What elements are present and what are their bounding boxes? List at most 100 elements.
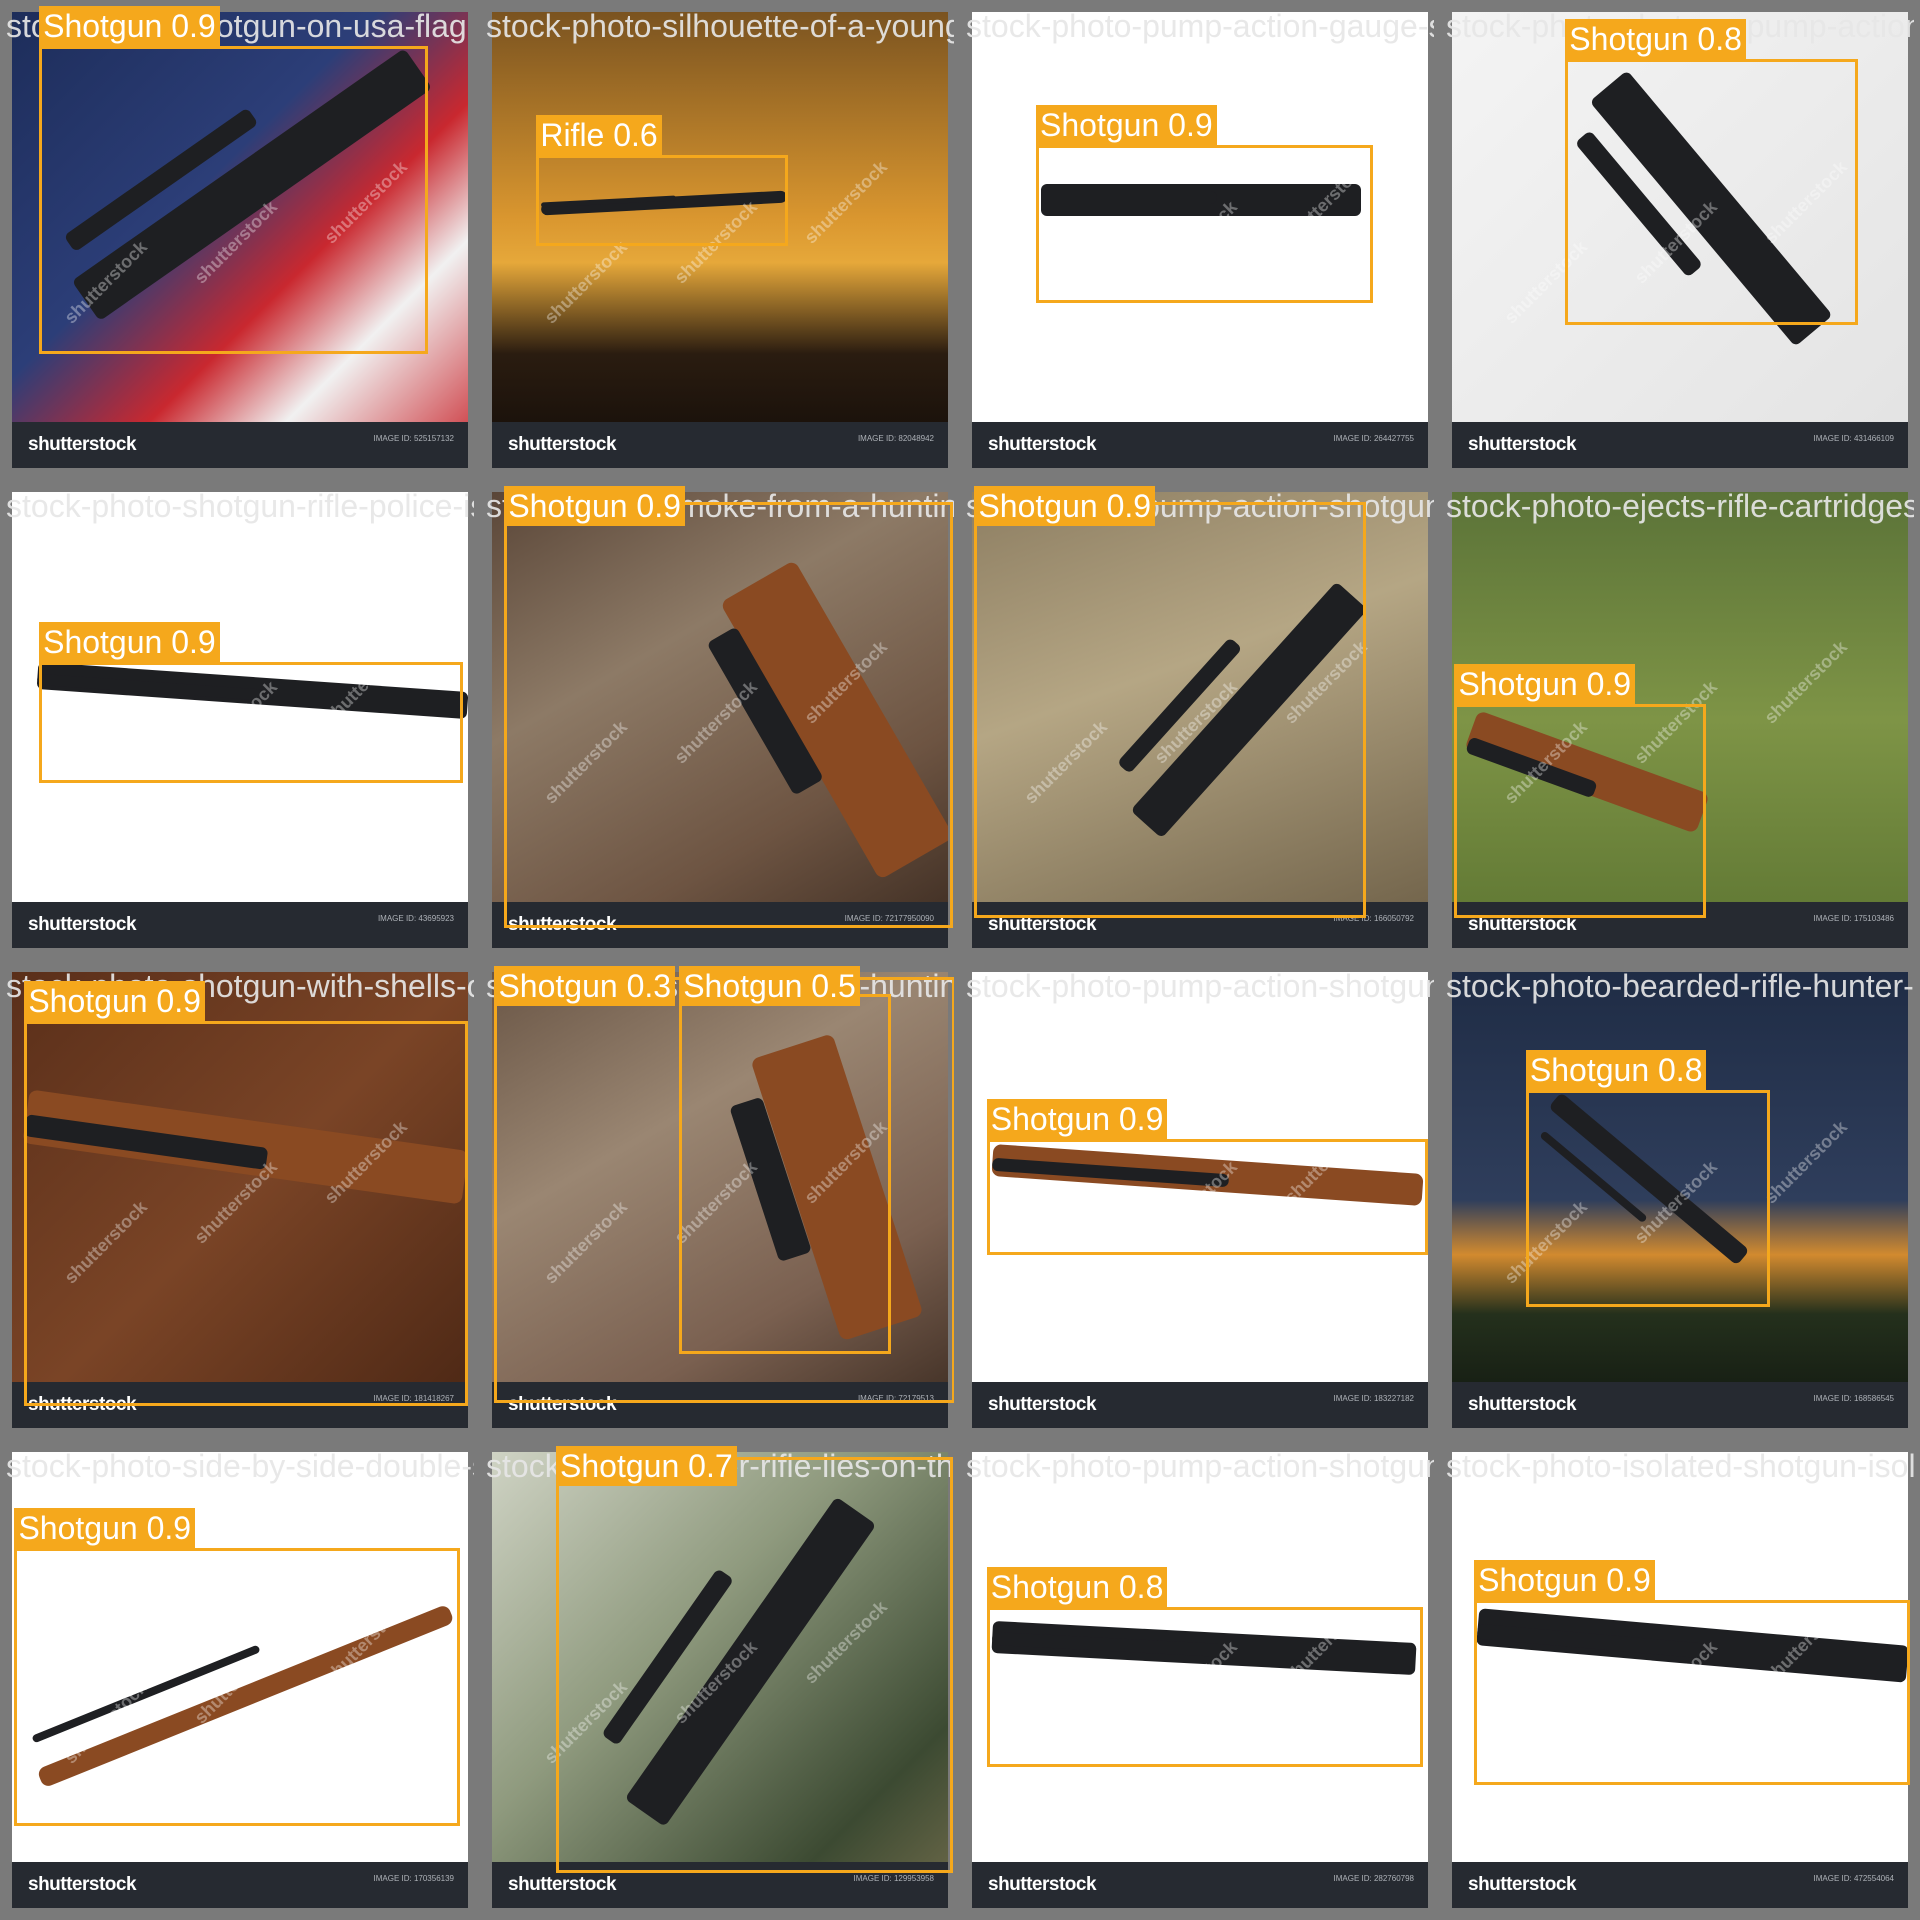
detection-tile[interactable]: shutterstock shutterstock shutterstock shut… <box>0 0 480 480</box>
detection-label: Shotgun 0.7 <box>556 1446 737 1486</box>
bounding-box[interactable] <box>556 1456 953 1874</box>
stock-photo: shutterstock shutterstock shutterstock shut… <box>492 12 948 468</box>
detection-label: Shotgun 0.9 <box>986 1099 1168 1140</box>
detection-label: Shotgun 0.9 <box>14 1508 196 1549</box>
detection-label: Shotgun 0.8 <box>1525 1050 1707 1091</box>
detection-tile[interactable]: shutterstock shutterstock shutterstock shut… <box>0 480 480 960</box>
detection-label: Rifle 0.6 <box>536 114 662 155</box>
detection-label: Shotgun 0.3 <box>494 966 676 1006</box>
brand-logo: shutterstock <box>508 1394 617 1415</box>
brand-logo: shutterstock <box>1468 1394 1577 1415</box>
bounding-box[interactable] <box>504 501 953 928</box>
detection-label: Shotgun 0.9 <box>1036 105 1217 145</box>
brand-logo: shutterstock <box>508 914 617 935</box>
image-id: IMAGE ID: 431466109 <box>1813 434 1895 443</box>
image-id: IMAGE ID: 183227182 <box>1333 1394 1415 1403</box>
image-id: IMAGE ID: 72179513 <box>857 1394 934 1403</box>
stock-footer: shutterstock IMAGE ID: 129953958 <box>492 1862 948 1908</box>
detection-label: Shotgun 0.9 <box>39 621 220 662</box>
detection-label: Shotgun 0.9 <box>24 981 205 1022</box>
bounding-box[interactable] <box>1525 1090 1770 1307</box>
image-id: IMAGE ID: 72177950090 <box>844 914 934 923</box>
stock-footer: shutterstock IMAGE ID: 170356139 <box>12 1862 468 1908</box>
stock-photo: shutterstock shutterstock shutterstock shut… <box>12 12 468 468</box>
detection-tile[interactable]: shutterstock shutterstock shutterstock shut… <box>960 480 1440 960</box>
stock-photo: shutterstock shutterstock shutterstock shut… <box>1452 1452 1908 1908</box>
detection-tile[interactable]: shutterstock shutterstock shutterstock shut… <box>1440 960 1920 1440</box>
watermark: shutterstock <box>1760 1116 1851 1208</box>
brand-logo: shutterstock <box>1468 1874 1577 1895</box>
detection-label: Shotgun 0.8 <box>1565 18 1746 59</box>
stock-photo: shutterstock shutterstock shutterstock shut… <box>1452 492 1908 948</box>
brand-logo: shutterstock <box>1468 434 1577 455</box>
detection-tile[interactable]: shutterstock shutterstock shutterstock shut… <box>960 1440 1440 1920</box>
stock-footer: shutterstock IMAGE ID: 431466109 <box>1452 422 1908 468</box>
image-id: IMAGE ID: 168586545 <box>1813 1394 1895 1403</box>
detection-tile[interactable]: shutterstock shutterstock shutterstock shut… <box>960 0 1440 480</box>
stock-photo: shutterstock shutterstock shutterstock shut… <box>12 492 468 948</box>
detection-tile[interactable]: shutterstock shutterstock shutterstock shut… <box>480 0 960 480</box>
stock-footer: shutterstock IMAGE ID: 166050792 <box>972 902 1428 948</box>
brand-logo: shutterstock <box>508 1874 617 1895</box>
brand-logo: shutterstock <box>988 1394 1097 1415</box>
stock-footer: shutterstock IMAGE ID: 43695923 <box>12 902 468 948</box>
bounding-box[interactable] <box>39 661 463 783</box>
bounding-box[interactable] <box>974 501 1367 919</box>
stock-footer: shutterstock IMAGE ID: 282760798 <box>972 1862 1428 1908</box>
stock-photo: shutterstock shutterstock shutterstock shut… <box>492 1452 948 1908</box>
detection-label: Shotgun 0.9 <box>974 486 1156 526</box>
image-id: IMAGE ID: 181418267 <box>373 1394 455 1403</box>
bounding-box[interactable] <box>1036 145 1374 303</box>
brand-logo: shutterstock <box>1468 914 1577 935</box>
bounding-box[interactable] <box>679 994 892 1354</box>
detection-tile[interactable]: shutterstock shutterstock shutterstock shut… <box>960 960 1440 1440</box>
brand-logo: shutterstock <box>28 1874 137 1895</box>
stock-photo: shutterstock shutterstock shutterstock shut… <box>1452 12 1908 468</box>
stock-footer: shutterstock IMAGE ID: 82048942 <box>492 422 948 468</box>
bounding-box[interactable] <box>536 154 788 246</box>
stock-photo: shutterstock shutterstock shutterstock shut… <box>972 492 1428 948</box>
detection-tile[interactable]: shutterstock shutterstock shutterstock shut… <box>480 480 960 960</box>
bounding-box[interactable] <box>1565 58 1859 325</box>
bounding-box[interactable] <box>986 1607 1423 1768</box>
brand-logo: shutterstock <box>28 914 137 935</box>
image-id: IMAGE ID: 472554064 <box>1813 1874 1895 1883</box>
image-id: IMAGE ID: 82048942 <box>857 434 934 443</box>
stock-footer: shutterstock IMAGE ID: 175103486 <box>1452 902 1908 948</box>
stock-footer: shutterstock IMAGE ID: 472554064 <box>1452 1862 1908 1908</box>
stock-footer: shutterstock IMAGE ID: 183227182 <box>972 1382 1428 1428</box>
stock-photo: shutterstock shutterstock shutterstock shut… <box>972 972 1428 1428</box>
bounding-box[interactable] <box>24 1021 468 1406</box>
image-id: IMAGE ID: 264427755 <box>1333 434 1415 443</box>
brand-logo: shutterstock <box>988 1874 1097 1895</box>
detection-tile[interactable]: shutterstock shutterstock shutterstock shut… <box>0 960 480 1440</box>
detection-label: Shotgun 0.9 <box>504 486 685 526</box>
detection-label: Shotgun 0.9 <box>39 6 220 47</box>
bounding-box[interactable] <box>14 1548 461 1827</box>
bounding-box[interactable] <box>1474 1599 1911 1785</box>
detection-label: Shotgun 0.9 <box>1454 663 1636 704</box>
detection-label: Shotgun 0.5 <box>679 966 860 1006</box>
watermark: shutterstock <box>800 156 891 248</box>
stock-footer: shutterstock IMAGE ID: 525157132 <box>12 422 468 468</box>
detection-tile[interactable]: shutterstock shutterstock shutterstock shut… <box>480 1440 960 1920</box>
detection-tile[interactable]: shutterstock shutterstock shutterstock shut… <box>480 960 960 1440</box>
image-id: IMAGE ID: 175103486 <box>1813 914 1895 923</box>
stock-photo: shutterstock shutterstock shutterstock shut… <box>972 1452 1428 1908</box>
bounding-box[interactable] <box>986 1139 1428 1256</box>
image-id: IMAGE ID: 166050792 <box>1333 914 1415 923</box>
detection-tile[interactable]: shutterstock shutterstock shutterstock shut… <box>1440 0 1920 480</box>
watermark: shutterstock <box>540 236 631 328</box>
detection-tile[interactable]: shutterstock shutterstock shutterstock shut… <box>0 1440 480 1920</box>
stock-footer: shutterstock IMAGE ID: 264427755 <box>972 422 1428 468</box>
detection-tile[interactable]: shutterstock shutterstock shutterstock shut… <box>1440 1440 1920 1920</box>
bounding-box[interactable] <box>39 46 429 355</box>
stock-photo: shutterstock shutterstock shutterstock shut… <box>972 12 1428 468</box>
bounding-box[interactable] <box>1454 703 1706 919</box>
stock-footer: shutterstock IMAGE ID: 168586545 <box>1452 1382 1908 1428</box>
image-id: IMAGE ID: 170356139 <box>373 1874 455 1883</box>
detection-label: Shotgun 0.9 <box>1474 1559 1655 1600</box>
detection-tile[interactable]: shutterstock shutterstock shutterstock shut… <box>1440 480 1920 960</box>
stock-footer: shutterstock IMAGE ID: 72179513 <box>492 1382 948 1428</box>
